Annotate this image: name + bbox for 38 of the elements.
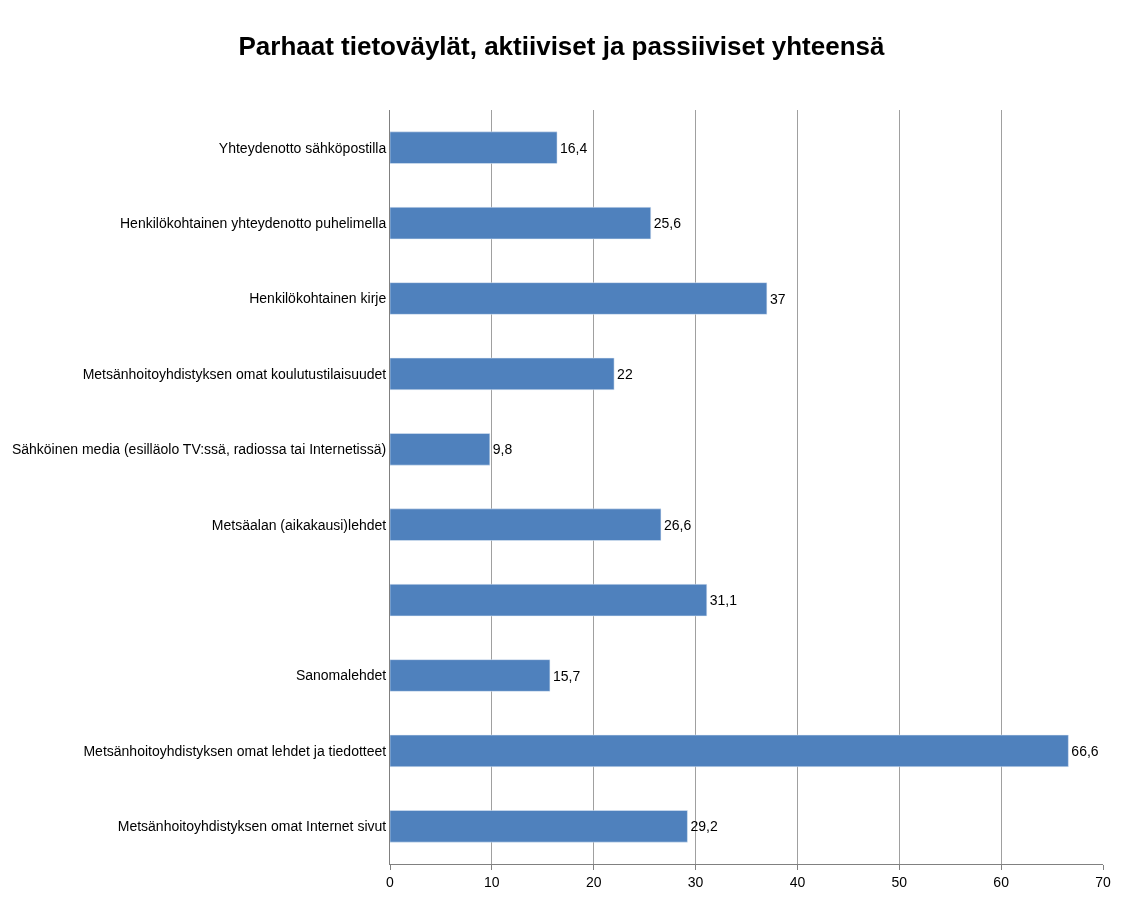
data-label: 16,4 [560, 139, 588, 156]
y-tick-label: Sanomalehdet [295, 667, 387, 684]
bar [390, 810, 688, 843]
bar [390, 584, 708, 617]
data-label: 37 [769, 290, 786, 307]
chart-title: Parhaat tietoväylät, aktiiviset ja passiiviset yhteensä [238, 30, 886, 61]
x-tick-label: 50 [891, 873, 908, 890]
x-tick-label: 10 [484, 873, 500, 890]
data-label: 15,7 [552, 667, 581, 684]
x-tick-label: 0 [386, 873, 395, 890]
y-tick-label: Yhteydenotto sähköpostilla [218, 139, 387, 156]
bar [390, 357, 615, 390]
bar [390, 433, 491, 466]
bar [390, 659, 551, 692]
data-label: 29,2 [690, 818, 718, 835]
data-label: 9,8 [492, 441, 513, 458]
data-label: 26,6 [663, 516, 692, 533]
bar [390, 131, 558, 164]
x-tick-label: 40 [789, 873, 806, 890]
x-tick-label: 20 [585, 873, 602, 890]
x-tick-label: 30 [687, 873, 704, 890]
data-label: 66,6 [1071, 742, 1099, 759]
data-label: 25,6 [653, 215, 682, 232]
y-tick-label: Henkilökohtainen yhteydenotto puhelimella [120, 215, 387, 231]
data-label: 22 [617, 365, 633, 382]
y-tick-label: Metsänhoitoyhdistyksen omat lehdet ja tiedotteet [83, 742, 387, 759]
bar [390, 207, 651, 240]
y-tick-label: Metsäalan (aikakausi)lehdet [211, 516, 387, 533]
y-tick-label: Metsänhoitoyhdistyksen omat koulutustilaisuudet [82, 365, 387, 382]
x-tick-label: 70 [1095, 873, 1111, 890]
y-tick-label: Metsänhoitoyhdistyksen omat Internet sivut [117, 818, 387, 835]
y-tick-label: Henkilökohtainen kirje [249, 290, 387, 307]
data-label: 31,1 [709, 592, 738, 609]
bar [390, 508, 662, 541]
x-tick-label: 60 [993, 873, 1010, 890]
bar [390, 282, 768, 315]
y-tick-label: Sähköinen media (esilläolo TV:ssä, radiossa tai Internetissä) [11, 441, 387, 458]
bar [390, 734, 1069, 767]
